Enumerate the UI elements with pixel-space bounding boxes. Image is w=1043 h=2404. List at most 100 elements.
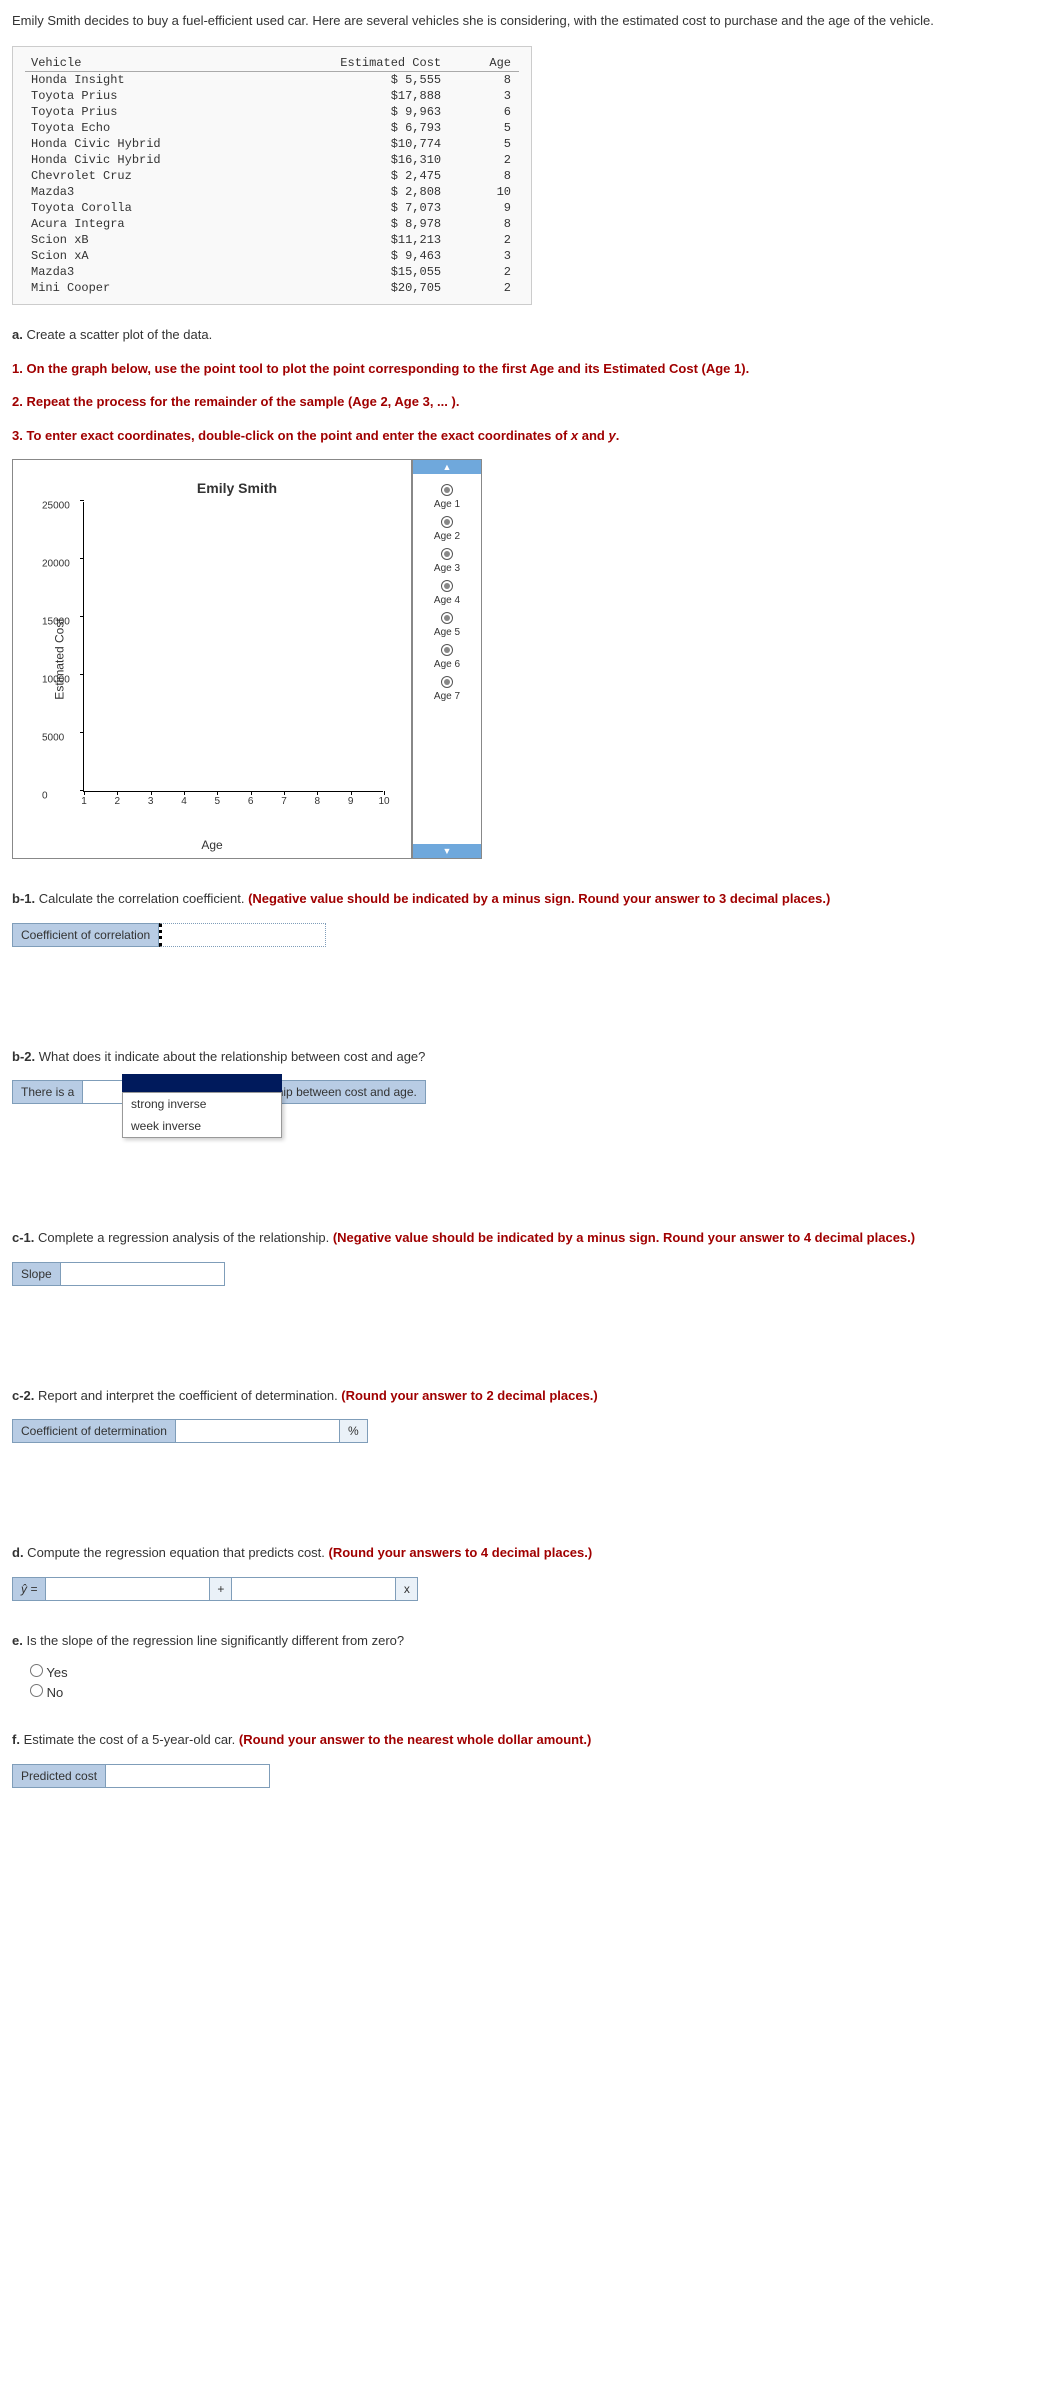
x-tick-label: 10: [378, 796, 389, 807]
x-tick-mark: [217, 791, 218, 795]
percent-unit: %: [340, 1419, 368, 1443]
legend-radio-icon[interactable]: [441, 516, 453, 528]
step-3-and: and: [578, 428, 608, 443]
legend-scroll-down[interactable]: ▼: [413, 844, 481, 858]
legend-item[interactable]: Age 4: [415, 580, 479, 606]
slope-coef-input[interactable]: [232, 1577, 396, 1601]
c1-hint: (Negative value should be indicated by a…: [333, 1230, 915, 1245]
table-cell: 9: [461, 200, 519, 216]
table-header-row: Vehicle Estimated Cost Age: [25, 55, 519, 72]
step-2-num: 2.: [12, 394, 26, 409]
question-b1: b-1. Calculate the correlation coefficie…: [12, 889, 1031, 909]
radio-no[interactable]: [30, 1684, 43, 1697]
legend-item[interactable]: Age 2: [415, 516, 479, 542]
y-tick-mark: [80, 616, 84, 617]
table-cell: 10: [461, 184, 519, 200]
question-e: e. Is the slope of the regression line s…: [12, 1631, 1031, 1651]
table-row: Scion xA$ 9,4633: [25, 248, 519, 264]
table-row: Honda Insight$ 5,5558: [25, 72, 519, 89]
dropdown-option[interactable]: strong inverse: [123, 1093, 281, 1115]
legend-radio-icon[interactable]: [441, 548, 453, 560]
table-cell: Scion xB: [25, 232, 255, 248]
intercept-input[interactable]: [46, 1577, 210, 1601]
col-cost: Estimated Cost: [255, 55, 461, 72]
x-tick-mark: [151, 791, 152, 795]
table-cell: $ 6,793: [255, 120, 461, 136]
table-cell: 3: [461, 248, 519, 264]
x-tick-mark: [84, 791, 85, 795]
b2-text: What does it indicate about the relation…: [35, 1049, 425, 1064]
c2-lead: c-2.: [12, 1388, 34, 1403]
legend-item-label: Age 6: [434, 659, 460, 670]
legend-list: Age 1 Age 2 Age 3 Age 4 Age 5 Age 6 Age 7: [413, 474, 481, 844]
table-row: Toyota Prius$ 9,9636: [25, 104, 519, 120]
x-tick-label: 4: [181, 796, 187, 807]
b2-label: There is a: [12, 1080, 83, 1104]
c1-answer-row: Slope: [12, 1262, 1031, 1286]
table-cell: Toyota Prius: [25, 104, 255, 120]
table-cell: Chevrolet Cruz: [25, 168, 255, 184]
table-cell: Toyota Corolla: [25, 200, 255, 216]
c2-hint: (Round your answer to 2 decimal places.): [341, 1388, 597, 1403]
table-cell: $17,888: [255, 88, 461, 104]
x-var: x: [396, 1577, 418, 1601]
f-text: Estimate the cost of a 5-year-old car.: [20, 1732, 239, 1747]
c1-label: Slope: [12, 1262, 61, 1286]
regression-equation-row: ŷ = + x: [12, 1577, 1031, 1601]
legend-item-label: Age 2: [434, 531, 460, 542]
correlation-input[interactable]: [159, 923, 326, 947]
chart-container: Emily Smith Estimated Cost 0500010000150…: [12, 459, 1031, 859]
scatter-plot[interactable]: Emily Smith Estimated Cost 0500010000150…: [12, 459, 412, 859]
legend-scroll-up[interactable]: ▲: [413, 460, 481, 474]
legend-radio-icon[interactable]: [441, 644, 453, 656]
table-row: Toyota Prius$17,8883: [25, 88, 519, 104]
predicted-cost-input[interactable]: [106, 1764, 270, 1788]
radio-yes-label[interactable]: Yes: [30, 1664, 1031, 1680]
radio-yes[interactable]: [30, 1664, 43, 1677]
r-squared-input[interactable]: [176, 1419, 340, 1443]
table-cell: 8: [461, 216, 519, 232]
table-cell: Honda Insight: [25, 72, 255, 89]
legend-item[interactable]: Age 1: [415, 484, 479, 510]
table-row: Mini Cooper$20,7052: [25, 280, 519, 296]
table-cell: $ 8,978: [255, 216, 461, 232]
legend-item[interactable]: Age 6: [415, 644, 479, 670]
legend-radio-icon[interactable]: [441, 612, 453, 624]
plot-area[interactable]: 050001000015000200002500012345678910: [83, 502, 383, 792]
step-3-dot: .: [616, 428, 620, 443]
legend-radio-icon[interactable]: [441, 676, 453, 688]
dropdown-selected-blank[interactable]: [122, 1074, 282, 1092]
table-cell: 8: [461, 72, 519, 89]
c2-text: Report and interpret the coefficient of …: [34, 1388, 341, 1403]
legend-item[interactable]: Age 3: [415, 548, 479, 574]
step-3-a: To enter exact coordinates, double-click…: [26, 428, 570, 443]
legend-radio-icon[interactable]: [441, 484, 453, 496]
y-tick-mark: [80, 500, 84, 501]
q-a-text: Create a scatter plot of the data.: [26, 327, 212, 342]
f-label: Predicted cost: [12, 1764, 106, 1788]
x-tick-label: 8: [315, 796, 321, 807]
e-text: Is the slope of the regression line sign…: [23, 1633, 404, 1648]
table-row: Toyota Corolla$ 7,0739: [25, 200, 519, 216]
slope-input[interactable]: [61, 1262, 225, 1286]
question-f: f. Estimate the cost of a 5-year-old car…: [12, 1730, 1031, 1750]
legend-item[interactable]: Age 7: [415, 676, 479, 702]
b1-label: Coefficient of correlation: [12, 923, 159, 947]
radio-no-label[interactable]: No: [30, 1684, 1031, 1700]
table-cell: $20,705: [255, 280, 461, 296]
table-cell: 8: [461, 168, 519, 184]
dropdown-option[interactable]: week inverse: [123, 1115, 281, 1137]
table-cell: Acura Integra: [25, 216, 255, 232]
x-tick-mark: [251, 791, 252, 795]
f-lead: f.: [12, 1732, 20, 1747]
c1-lead: c-1.: [12, 1230, 34, 1245]
c2-label: Coefficient of determination: [12, 1419, 176, 1443]
legend-item[interactable]: Age 5: [415, 612, 479, 638]
table-cell: $ 5,555: [255, 72, 461, 89]
legend-panel: ▲ Age 1 Age 2 Age 3 Age 4 Age 5 Age 6 Age 7 ▼: [412, 459, 482, 859]
table-cell: Mazda3: [25, 184, 255, 200]
legend-radio-icon[interactable]: [441, 580, 453, 592]
x-tick-label: 7: [281, 796, 287, 807]
legend-item-label: Age 5: [434, 627, 460, 638]
chart-title: Emily Smith: [73, 480, 401, 496]
